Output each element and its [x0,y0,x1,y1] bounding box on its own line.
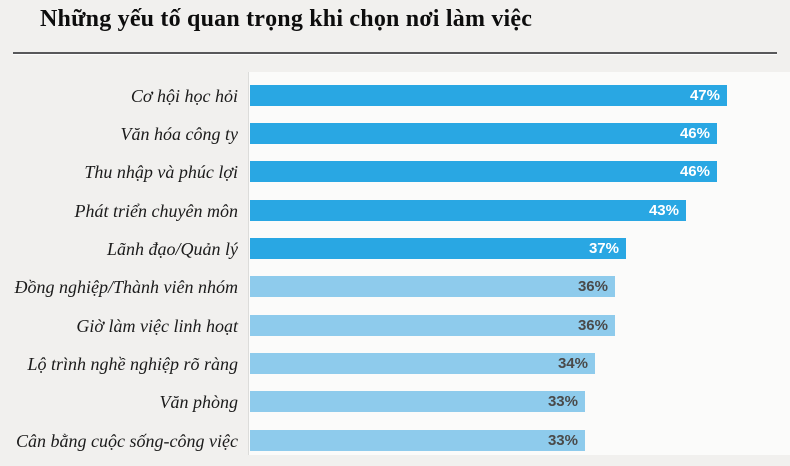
value-label: 37% [588,239,619,257]
category-label: Đồng nghiệp/Thành viên nhóm [14,277,238,298]
value-label: 36% [577,316,608,334]
bar-row: Văn hóa công ty 46% [0,114,790,152]
bar: 37% [250,237,626,259]
bar: 36% [250,314,615,336]
bar-row: Phát triển chuyên môn 43% [0,191,790,229]
value-label: 33% [547,431,578,449]
bar-zone: 37% [238,237,790,259]
bar-row: Thu nhập và phúc lợi 46% [0,153,790,191]
category-label: Lãnh đạo/Quản lý [106,238,238,259]
bar: 34% [250,352,595,374]
title-divider [13,52,777,55]
bar-zone: 34% [238,352,790,374]
category-label: Văn phòng [159,392,239,413]
bar-row: Cân bằng cuộc sống-công việc 33% [0,421,790,459]
bar-zone: 46% [238,161,790,183]
bar-row: Lãnh đạo/Quản lý 37% [0,229,790,267]
value-label: 46% [679,124,710,142]
bar: 43% [250,199,686,221]
bar: 33% [250,391,585,413]
bar-zone: 36% [238,314,790,336]
category-label: Thu nhập và phúc lợi [84,162,238,183]
value-label: 47% [689,86,720,104]
bar-rows: Cơ hội học hỏi 47% Văn hóa công ty 46% T… [0,76,790,459]
bar-row: Đồng nghiệp/Thành viên nhóm 36% [0,268,790,306]
bar: 46% [250,122,717,144]
chart-title: Những yếu tố quan trọng khi chọn nơi làm… [40,6,533,32]
category-label: Phát triển chuyên môn [74,200,238,221]
bar-row: Lộ trình nghề nghiệp rõ ràng 34% [0,344,790,382]
value-label: 46% [679,163,710,181]
bar: 47% [250,84,727,106]
bar-zone: 47% [238,84,790,106]
value-label: 43% [648,201,679,219]
category-label: Cơ hội học hỏi [130,85,238,106]
bar: 46% [250,161,717,183]
bar-zone: 33% [238,429,790,451]
value-label: 36% [577,278,608,296]
bar-zone: 43% [238,199,790,221]
bar-zone: 46% [238,122,790,144]
bar-row: Cơ hội học hỏi 47% [0,76,790,114]
category-label: Cân bằng cuộc sống-công việc [16,430,238,451]
bar: 36% [250,276,615,298]
category-label: Lộ trình nghề nghiệp rõ ràng [27,353,238,374]
y-axis-line [248,72,249,455]
bar-row: Văn phòng 33% [0,383,790,421]
category-label: Văn hóa công ty [120,123,238,144]
bar-zone: 36% [238,276,790,298]
bar-row: Giờ làm việc linh hoạt 36% [0,306,790,344]
bar: 33% [250,429,585,451]
category-label: Giờ làm việc linh hoạt [76,315,238,336]
value-label: 33% [547,393,578,411]
bar-zone: 33% [238,391,790,413]
value-label: 34% [557,354,588,372]
